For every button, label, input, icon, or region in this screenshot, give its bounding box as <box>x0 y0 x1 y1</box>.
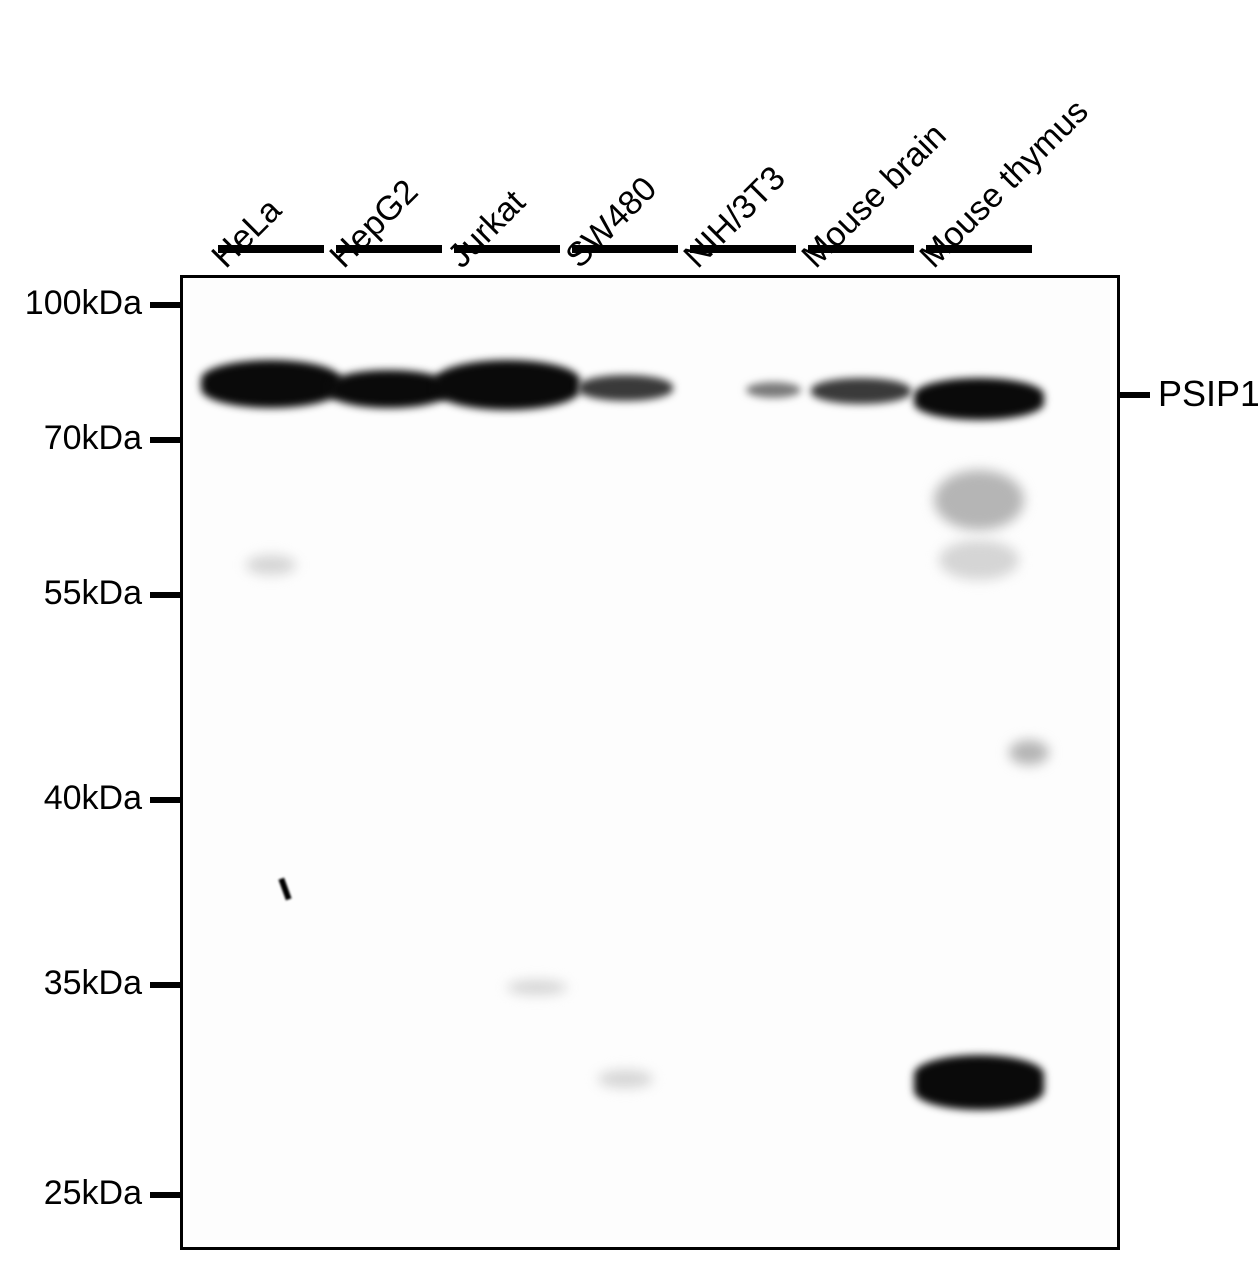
mw-tick <box>150 982 180 988</box>
mw-tick <box>150 797 180 803</box>
lane-label: HeLa <box>204 191 289 276</box>
mw-tick <box>150 302 180 308</box>
lane-label: NIH/3T3 <box>676 159 793 276</box>
noise-spot <box>507 980 567 995</box>
noise-spot <box>598 1070 653 1088</box>
band <box>914 1055 1044 1110</box>
band <box>578 375 673 401</box>
lane-label: Jurkat <box>440 183 533 276</box>
mw-label: 25kDa <box>0 1174 142 1213</box>
noise-spot <box>246 555 296 575</box>
band <box>201 360 341 408</box>
band <box>329 370 449 408</box>
noise-spot <box>939 540 1019 580</box>
mw-tick <box>150 1192 180 1198</box>
mw-label: 40kDa <box>0 779 142 818</box>
band <box>746 382 801 398</box>
mw-tick <box>150 592 180 598</box>
target-label: PSIP1 <box>1158 373 1258 415</box>
mw-label: 100kDa <box>0 284 142 323</box>
noise-spot <box>934 470 1024 530</box>
band <box>914 378 1044 420</box>
blot-container: 100kDa 70kDa 55kDa 40kDa 35kDa 25kDa HeLa HepG… <box>0 0 1258 1280</box>
lane-label: SW480 <box>558 170 664 276</box>
mw-label: 55kDa <box>0 574 142 613</box>
band <box>435 360 580 410</box>
lane-label: HepG2 <box>322 172 426 276</box>
target-tick <box>1120 392 1150 398</box>
mw-label: 70kDa <box>0 419 142 458</box>
mw-label: 35kDa <box>0 964 142 1003</box>
noise-spot <box>1009 740 1049 765</box>
mw-tick <box>150 437 180 443</box>
band <box>811 378 911 404</box>
